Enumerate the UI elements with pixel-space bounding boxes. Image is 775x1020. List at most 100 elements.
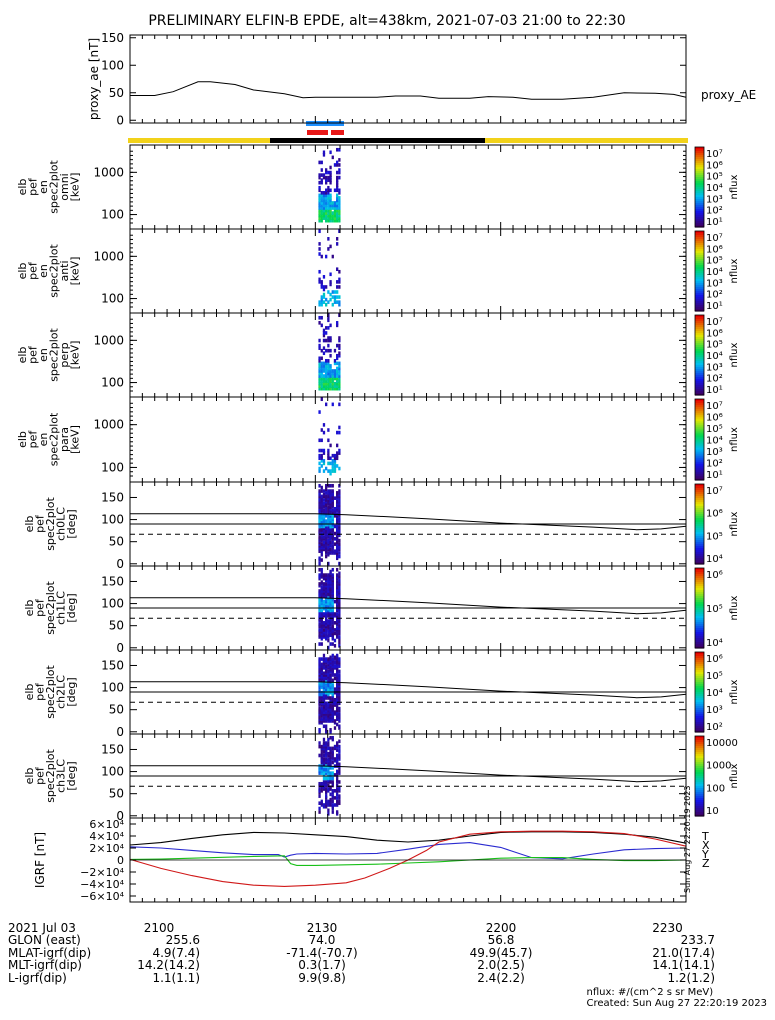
pitch-panel-3-cell bbox=[331, 810, 334, 814]
pitch-panel-3-ylabel-line: spec2plot bbox=[44, 749, 57, 803]
energy-panel-1-colorbar-segment bbox=[695, 295, 704, 298]
pitch-panel-2-cell bbox=[318, 697, 321, 702]
pitch-panel-1-ylabel-line: spec2plot bbox=[44, 581, 57, 635]
energy-panel-2-cell bbox=[322, 346, 326, 350]
pitch-panel-3-cell bbox=[327, 737, 330, 742]
energy-panel-3-colorbar-segment bbox=[695, 471, 704, 475]
energy-panel-3-ylabel-line: en bbox=[37, 433, 50, 447]
energy-panel-2-cell bbox=[329, 371, 332, 376]
energy-panel-3-colorbar-segment bbox=[695, 447, 704, 451]
energy-panel-2-cell bbox=[322, 374, 326, 378]
energy-panel-0-cell bbox=[338, 206, 341, 210]
igrf-ytick-label: 4×10⁴ bbox=[89, 830, 124, 843]
energy-panel-0-cell bbox=[333, 216, 337, 220]
energy-panel-0-cell bbox=[318, 196, 321, 200]
energy-panel-0-cell bbox=[325, 193, 328, 198]
pitch-panel-3-cell bbox=[318, 741, 321, 745]
pitch-panel-3-cell bbox=[320, 751, 323, 756]
energy-panel-0-cell bbox=[325, 213, 328, 218]
energy-panel-0-cell bbox=[322, 201, 326, 205]
energy-panel-0-cell bbox=[320, 218, 323, 223]
energy-panel-1-cell bbox=[338, 302, 341, 307]
pitch-panel-1-cell bbox=[320, 580, 323, 584]
energy-panel-2-cell bbox=[329, 323, 332, 328]
energy-panel-2-colorbar-segment bbox=[695, 329, 704, 332]
energy-panel-0-colorbar-segment bbox=[695, 203, 704, 206]
pitch-panel-0-cell bbox=[329, 547, 332, 552]
energy-panel-3-cell bbox=[338, 451, 341, 455]
energy-panel-3-ylabel-line: para bbox=[58, 427, 71, 452]
pitch-panel-0-colorbar-segment bbox=[695, 526, 704, 529]
pitch-panel-3-cell bbox=[331, 771, 334, 775]
energy-panel-0-cell bbox=[333, 201, 337, 205]
energy-panel-1-colorbar-segment bbox=[695, 249, 704, 252]
pitch-panel-3-colorbar-segment bbox=[695, 740, 704, 743]
pitch-panel-1-cell bbox=[320, 598, 323, 602]
energy-panel-3-colorbar-segment bbox=[695, 459, 704, 463]
pitch-panel-2-cell bbox=[322, 653, 326, 658]
energy-panel-3-colorbar-segment bbox=[695, 419, 704, 422]
pitch-panel-3-cell bbox=[333, 773, 337, 777]
pitch-panel-1-cell bbox=[331, 621, 334, 625]
pitch-panel-2-colorbar-segment bbox=[695, 724, 704, 727]
energy-panel-2-colorbar-segment bbox=[695, 371, 704, 374]
pitch-panel-0-cell bbox=[338, 538, 341, 543]
pitch-panel-1-colorbar-segment bbox=[695, 604, 704, 607]
pitch-panel-0-cell bbox=[329, 489, 332, 493]
pitch-panel-3-colorbar-segment bbox=[695, 812, 704, 815]
energy-panel-2-colorbar-segment bbox=[695, 351, 704, 354]
energy-panel-1-cell bbox=[318, 300, 321, 304]
energy-panel-0-cell bbox=[322, 211, 326, 215]
pitch-panel-3-colorbar-segment bbox=[695, 788, 704, 791]
energy-panel-1-cell bbox=[318, 302, 321, 307]
pitch-panel-0-colorbar-segment bbox=[695, 512, 704, 515]
energy-panel-3-cell bbox=[322, 423, 326, 427]
energy-panel-2-cell bbox=[322, 366, 326, 371]
pitch-panel-1-colorbar-segment bbox=[695, 624, 704, 627]
energy-panel-0-cell bbox=[336, 196, 339, 200]
energy-panel-0-colorbar-segment bbox=[695, 161, 704, 164]
energy-panel-0-colorbar-segment bbox=[695, 219, 704, 222]
pitch-panel-2-cell bbox=[318, 706, 321, 711]
pitch-panel-2-colorbar-segment bbox=[695, 664, 704, 667]
pitch-panel-0-colorbar-segment bbox=[695, 544, 704, 547]
pitch-panel-2-cell bbox=[318, 689, 321, 693]
pitch-panel-1-ytick-label: 150 bbox=[101, 574, 124, 588]
pitch-panel-3-colorbar-segment bbox=[695, 764, 704, 767]
energy-panel-3-cell bbox=[336, 430, 339, 435]
energy-panel-2-colorbar-segment bbox=[695, 393, 704, 396]
pitch-panel-3-cell bbox=[329, 762, 332, 767]
pitch-panel-1-cell bbox=[318, 573, 321, 577]
pitch-panel-0-colorbar-segment bbox=[695, 562, 704, 565]
pitch-panel-3-cell bbox=[338, 744, 341, 749]
energy-panel-0-cell bbox=[320, 201, 323, 205]
pitch-panel-2-colorbar-segment bbox=[695, 656, 704, 659]
pitch-panel-0-colorbar-segment bbox=[695, 542, 704, 545]
pitch-panel-1-ylabel-line: [deg] bbox=[65, 593, 78, 622]
energy-panel-3-cell bbox=[320, 428, 323, 432]
pitch-panel-1-cell bbox=[322, 603, 326, 607]
pitch-panel-3-cell bbox=[329, 735, 332, 740]
pitch-panel-1-colorbar-segment bbox=[695, 596, 704, 599]
pitch-panel-1-colorbar-segment bbox=[695, 574, 704, 577]
energy-panel-3-colorbar-segment bbox=[695, 407, 704, 410]
energy-panel-3-cell bbox=[331, 453, 334, 458]
pitch-panel-1-colorbar-segment bbox=[695, 606, 704, 609]
pitch-panel-0-cell bbox=[320, 558, 323, 562]
pitch-panel-3-cell bbox=[318, 801, 321, 806]
pitch-panel-2-colorbar-segment bbox=[695, 694, 704, 697]
pitch-panel-2-ylabel-line: spec2plot bbox=[44, 665, 57, 719]
pitch-panel-3-colorbar-segment bbox=[695, 744, 704, 747]
energy-panel-3-colorbar-tick: 10³ bbox=[706, 447, 723, 458]
energy-panel-0-cell bbox=[318, 208, 321, 213]
igrf-ytick-label: 2×10⁴ bbox=[89, 842, 124, 855]
energy-panel-0-cell bbox=[336, 175, 339, 180]
energy-panel-0-cell bbox=[333, 218, 337, 223]
tick-time: 2100 bbox=[143, 920, 175, 935]
energy-panel-2-colorbar-tick: 10³ bbox=[706, 362, 723, 373]
pitch-panel-1-cell bbox=[327, 645, 330, 650]
plot-backgrounds bbox=[695, 147, 704, 817]
pitch-panel-1-cell bbox=[331, 601, 334, 606]
energy-panel-0-cell bbox=[338, 188, 341, 193]
